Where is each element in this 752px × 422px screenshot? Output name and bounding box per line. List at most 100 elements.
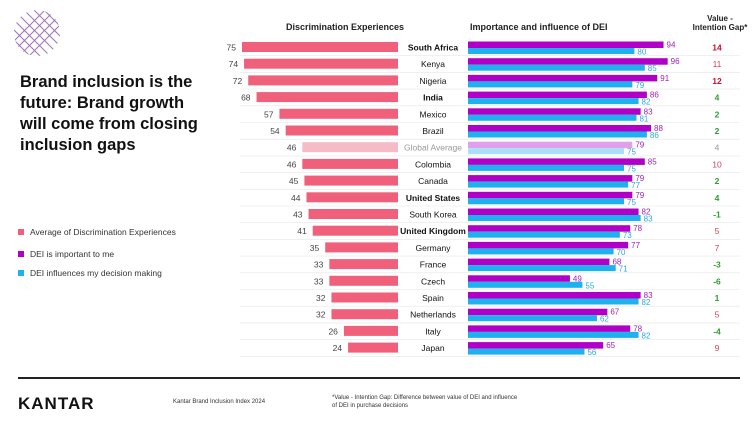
discrimination-label: 26	[328, 326, 338, 336]
discrimination-label: 46	[287, 159, 297, 169]
important-label: 78	[633, 324, 642, 333]
gap-label: -1	[713, 210, 721, 220]
discrimination-label: 35	[310, 243, 320, 253]
important-bar	[468, 141, 633, 149]
important-bar	[468, 108, 641, 115]
discrimination-label: 44	[291, 193, 301, 203]
influences-label: 75	[627, 198, 636, 207]
category-label: Spain	[422, 293, 444, 303]
influences-bar	[468, 215, 641, 221]
important-bar	[468, 275, 570, 282]
important-bar	[468, 325, 631, 332]
header-gap: Value - Intention Gap*	[692, 14, 748, 32]
influences-bar	[468, 298, 639, 305]
influences-bar	[468, 281, 583, 288]
discrimination-bar	[308, 209, 398, 219]
category-label: Czech	[421, 276, 445, 286]
discrimination-label: 45	[289, 176, 299, 186]
gap-label: 12	[712, 76, 722, 86]
gap-label: 11	[713, 59, 722, 69]
discrimination-label: 32	[316, 310, 326, 320]
discrimination-label: 68	[241, 93, 251, 103]
gap-label: 1	[715, 293, 720, 303]
influences-bar	[468, 181, 629, 188]
gap-label: 14	[712, 43, 722, 53]
important-label: 77	[631, 241, 640, 250]
important-bar	[468, 41, 664, 48]
important-bar	[468, 208, 639, 215]
discrimination-bar	[285, 125, 398, 136]
category-label: South Korea	[409, 210, 457, 220]
influences-label: 82	[642, 98, 651, 107]
influences-bar	[468, 331, 639, 338]
gap-label: 2	[715, 126, 720, 136]
category-label: Nigeria	[420, 76, 447, 86]
gap-label: 10	[712, 159, 722, 169]
footnote: *Value - Intention Gap: Difference betwe…	[332, 395, 518, 409]
gap-label: 7	[715, 243, 720, 253]
influences-bar	[468, 198, 624, 205]
discrimination-label: 57	[264, 109, 274, 119]
influences-bar	[468, 348, 585, 355]
gap-label: 4	[715, 193, 720, 203]
discrimination-label: 41	[297, 226, 307, 236]
important-bar	[468, 258, 610, 266]
important-bar	[468, 74, 658, 82]
discrimination-label: 33	[314, 260, 324, 270]
influences-label: 75	[627, 148, 636, 157]
legend-influences: DEI influences my decision making	[18, 268, 162, 278]
category-label: Germany	[416, 243, 452, 253]
influences-bar	[468, 231, 620, 238]
gap-label: 9	[715, 343, 720, 353]
category-label: Netherlands	[410, 310, 456, 320]
influences-label: 55	[585, 281, 594, 290]
important-label: 79	[635, 191, 644, 200]
influences-bar	[468, 114, 637, 121]
gap-label: 4	[715, 143, 720, 153]
important-label: 83	[644, 107, 653, 116]
category-label: Mexico	[420, 109, 447, 119]
legend-discrimination: Average of Discrimination Experiences	[18, 227, 176, 237]
important-bar	[468, 342, 604, 349]
discrimination-bar	[331, 292, 398, 303]
important-label: 79	[635, 141, 644, 150]
category-label: Japan	[421, 343, 444, 353]
important-label: 79	[635, 174, 644, 183]
discrimination-bar	[329, 259, 398, 270]
important-label: 78	[633, 224, 642, 233]
discrimination-label: 24	[333, 343, 343, 353]
footer-divider	[18, 377, 740, 379]
important-label: 49	[573, 274, 582, 283]
discrimination-bar	[279, 108, 398, 119]
important-label: 96	[671, 57, 680, 66]
discrimination-bar	[256, 92, 398, 103]
discrimination-label: 33	[314, 276, 324, 286]
discrimination-label: 43	[293, 210, 303, 220]
important-label: 94	[667, 41, 676, 50]
page-title: Brand inclusion is the future: Brand gro…	[20, 73, 198, 154]
influences-label: 82	[642, 298, 651, 307]
influences-bar	[468, 315, 597, 322]
kantar-logo: KANTAR	[18, 394, 95, 413]
gap-label: -6	[713, 276, 721, 286]
influences-bar	[468, 64, 645, 71]
gap-label: 4	[715, 93, 720, 103]
category-label: South Africa	[408, 43, 458, 53]
category-label: Kenya	[421, 59, 445, 69]
influences-label: 62	[600, 315, 609, 324]
important-label: 85	[648, 157, 657, 166]
discrimination-bar	[244, 58, 398, 69]
gap-label: 5	[715, 226, 720, 236]
influences-label: 83	[644, 215, 653, 224]
source-text: Kantar Brand Inclusion Index 2024	[173, 399, 266, 405]
discrimination-bar	[302, 158, 398, 169]
important-bar	[468, 308, 608, 316]
category-label: Brazil	[422, 126, 443, 136]
influences-bar	[468, 98, 639, 105]
influences-label: 70	[617, 248, 626, 257]
influences-label: 85	[648, 64, 657, 73]
discrimination-label: 74	[229, 59, 239, 69]
category-label: United Kingdom	[400, 226, 466, 236]
important-bar	[468, 191, 633, 199]
category-label: India	[423, 93, 443, 103]
